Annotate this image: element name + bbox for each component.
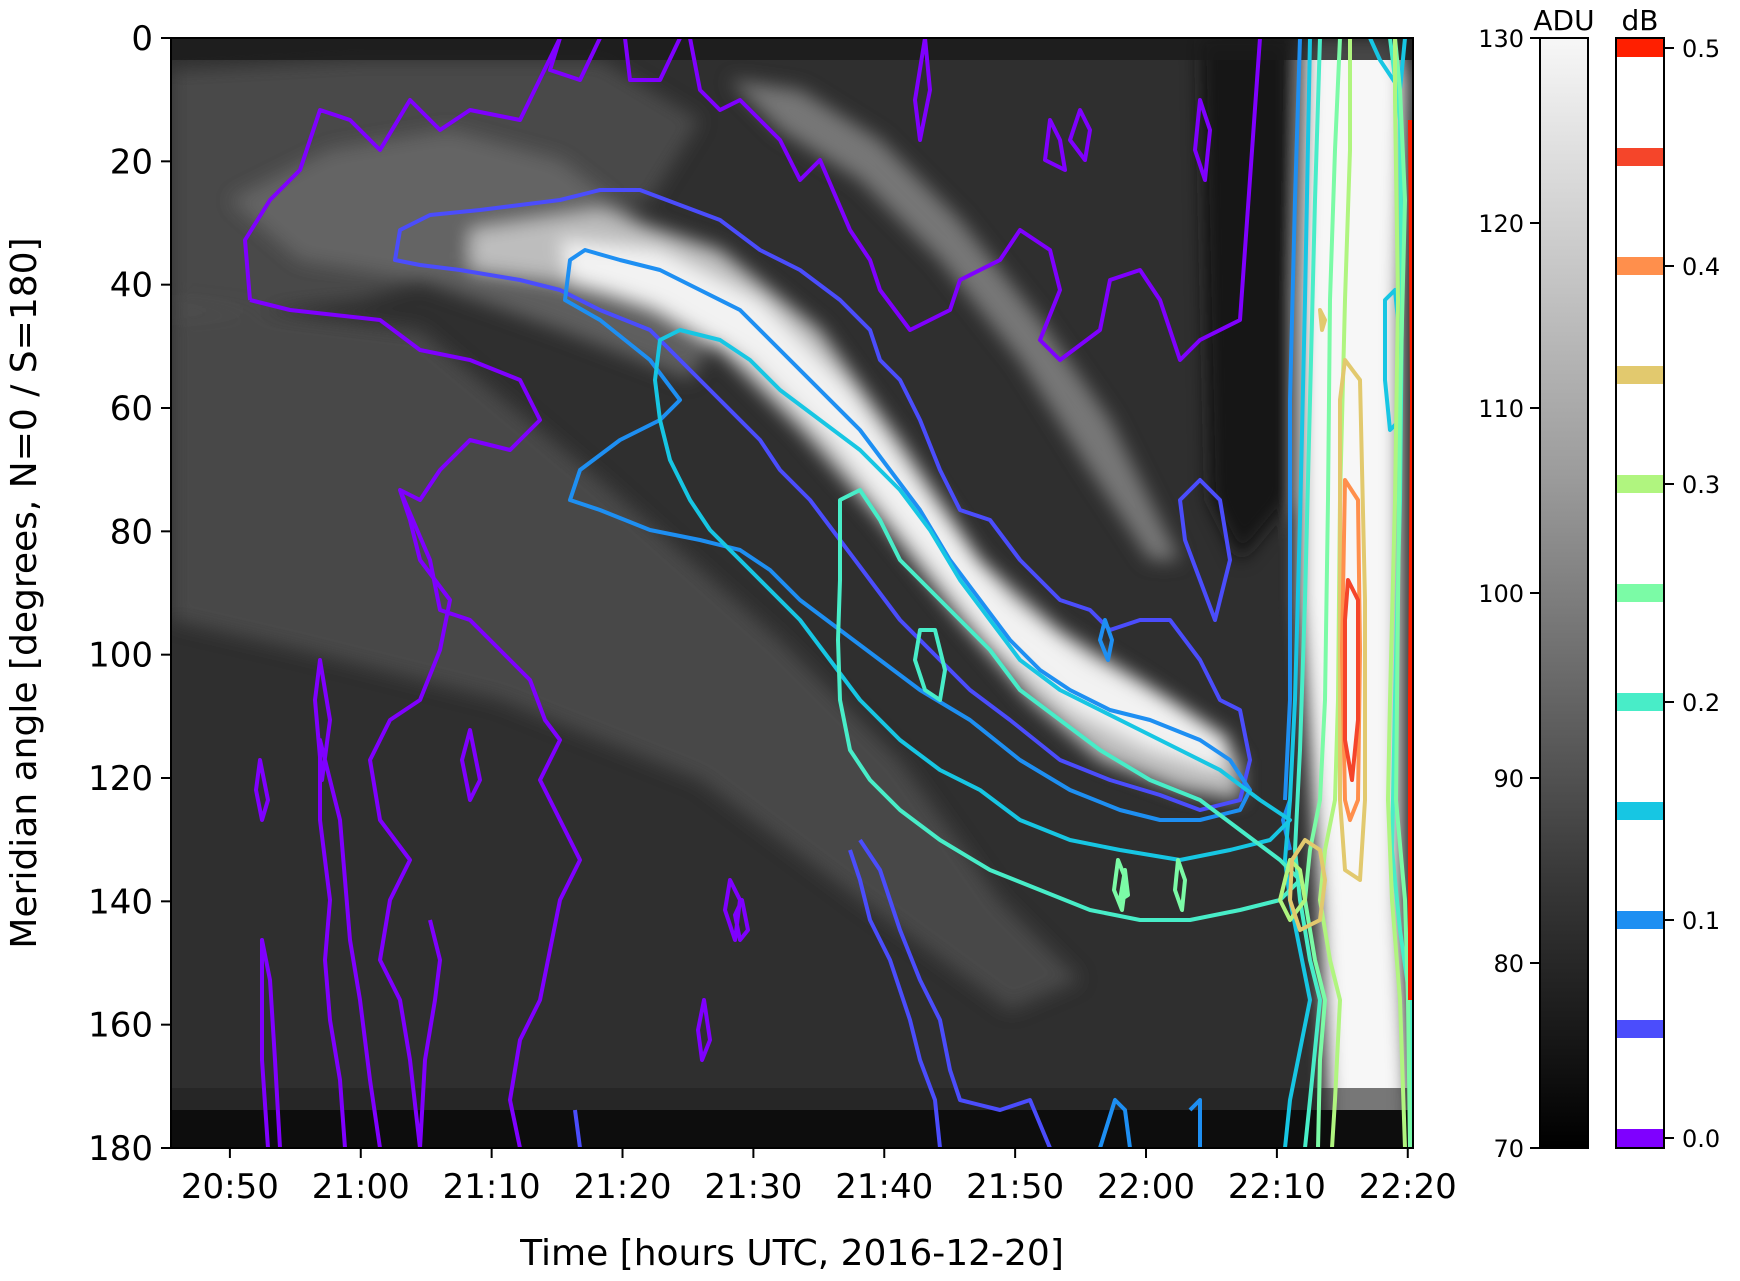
adu-tick-label: 100 xyxy=(1478,580,1524,608)
contour-level-0.0 xyxy=(243,38,1262,1148)
db-colorbar: dB 0.0 0.1 0.2 0.3 0.4 0.5 xyxy=(1615,4,1720,1153)
x-axis-label: Time [hours UTC, 2016-12-20] xyxy=(519,1233,1064,1274)
y-tick-label: 160 xyxy=(88,1006,153,1046)
contour-level-0.45 xyxy=(1343,578,1360,782)
db-colorbar-ticks: 0.0 0.1 0.2 0.3 0.4 0.5 xyxy=(1664,35,1720,1153)
y-axis: 0 20 40 60 80 100 120 140 160 180 xyxy=(88,19,171,1169)
y-axis-label: Meridian angle [degrees, N=0 / S=180] xyxy=(4,237,45,948)
adu-colorbar: ADU 70 80 90 100 110 120 130 xyxy=(1478,4,1594,1163)
db-tick-label: 0.0 xyxy=(1682,1125,1720,1153)
db-level-band xyxy=(1617,39,1663,57)
adu-colorbar-ticks: 70 80 90 100 110 120 130 xyxy=(1478,25,1540,1163)
y-tick-label: 60 xyxy=(110,389,153,429)
contour-level-0.4 xyxy=(1340,478,1362,822)
db-level-band xyxy=(1617,911,1663,929)
x-tick-label: 21:20 xyxy=(574,1167,672,1207)
contour-level-0.3 xyxy=(1278,38,1407,1148)
y-tick-label: 120 xyxy=(88,759,153,799)
x-tick-label: 21:30 xyxy=(704,1167,802,1207)
y-tick-label: 0 xyxy=(131,19,153,59)
y-tick-label: 140 xyxy=(88,882,153,922)
x-axis: 20:50 21:00 21:10 21:20 21:30 21:40 21:50 22:00… xyxy=(181,1148,1457,1207)
x-tick-label: 21:10 xyxy=(443,1167,541,1207)
adu-tick-label: 90 xyxy=(1493,765,1524,793)
adu-tick-label: 120 xyxy=(1478,210,1524,238)
db-level-band xyxy=(1617,257,1663,275)
db-tick-label: 0.1 xyxy=(1682,907,1720,935)
x-tick-label: 21:50 xyxy=(966,1167,1064,1207)
adu-tick-label: 110 xyxy=(1478,395,1524,423)
y-tick-label: 20 xyxy=(110,142,153,182)
db-level-band xyxy=(1617,1020,1663,1038)
db-level-band xyxy=(1617,1129,1663,1147)
contour-level-0.15 xyxy=(653,38,1407,1148)
db-level-band xyxy=(1617,366,1663,384)
contour-level-0.05 xyxy=(393,188,1252,1148)
db-colorbar-bands xyxy=(1617,39,1663,1147)
adu-tick-label: 70 xyxy=(1493,1135,1524,1163)
contour-lines xyxy=(243,38,1413,1148)
db-colorbar-title: dB xyxy=(1622,4,1659,37)
x-tick-label: 22:10 xyxy=(1228,1167,1326,1207)
y-tick-label: 40 xyxy=(110,266,153,306)
db-level-band xyxy=(1617,802,1663,820)
contour-level-0.1 xyxy=(563,38,1302,1148)
db-tick-label: 0.4 xyxy=(1682,253,1720,281)
db-level-band xyxy=(1617,475,1663,493)
x-tick-label: 21:40 xyxy=(835,1167,933,1207)
db-tick-label: 0.3 xyxy=(1682,471,1720,499)
plot-area xyxy=(170,37,1414,1149)
adu-tick-label: 130 xyxy=(1478,25,1524,53)
y-tick-label: 80 xyxy=(110,512,153,552)
db-level-band xyxy=(1617,584,1663,602)
adu-colorbar-title: ADU xyxy=(1533,4,1594,37)
x-tick-label: 22:00 xyxy=(1097,1167,1195,1207)
x-tick-label: 20:50 xyxy=(181,1167,279,1207)
contour-level-0.5 xyxy=(1408,119,1413,1000)
db-level-band xyxy=(1617,693,1663,711)
y-tick-label: 100 xyxy=(88,636,153,676)
x-tick-label: 21:00 xyxy=(312,1167,410,1207)
adu-tick-label: 80 xyxy=(1493,950,1524,978)
db-tick-label: 0.2 xyxy=(1682,689,1720,717)
db-tick-label: 0.5 xyxy=(1682,35,1720,63)
x-tick-label: 22:20 xyxy=(1359,1167,1457,1207)
adu-colorbar-gradient xyxy=(1540,38,1588,1148)
db-level-band xyxy=(1617,148,1663,166)
y-tick-label: 180 xyxy=(88,1129,153,1169)
contour-level-0.25 xyxy=(1112,38,1412,1148)
contour-level-0.35 xyxy=(1288,308,1367,932)
plot-frame xyxy=(170,37,1414,1149)
